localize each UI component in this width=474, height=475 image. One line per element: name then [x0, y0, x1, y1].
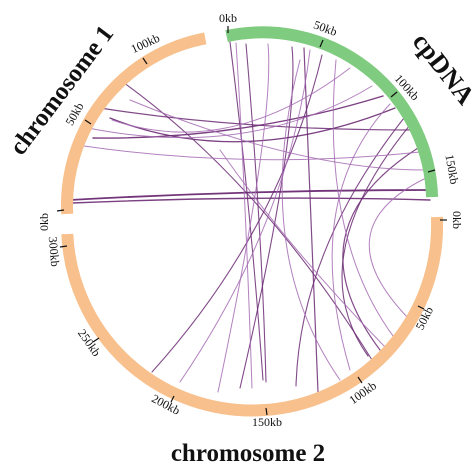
link [235, 42, 253, 389]
chromosome-1-label: chromosome 1 [5, 21, 119, 161]
link [179, 49, 311, 383]
link [83, 145, 421, 161]
tick-mark [417, 305, 425, 310]
link [99, 107, 413, 131]
segment-arcs [61, 26, 444, 417]
tick-label-chr2-0kb: 0kb [450, 211, 464, 229]
links [69, 41, 431, 393]
link [219, 149, 389, 351]
link [119, 79, 373, 361]
link [368, 177, 427, 323]
chromosome-2-label: chromosome 2 [171, 440, 325, 467]
cpdna-arc [225, 26, 439, 198]
link [69, 189, 429, 201]
tick-mark [142, 57, 148, 65]
link [303, 47, 319, 393]
link [239, 46, 294, 389]
tick-mark [265, 407, 268, 416]
tick-mark [357, 376, 363, 384]
tick-labels: 0kb 50kb 100kb 0kb 50kb 100kb 150kb 0kb … [37, 11, 464, 429]
tick-mark [84, 119, 92, 125]
link [129, 99, 425, 171]
link [151, 54, 323, 373]
link [331, 103, 391, 371]
link [332, 59, 397, 341]
tick-mark [390, 91, 398, 98]
link [71, 197, 431, 204]
tick-mark [319, 39, 324, 48]
chromosome-2-arc [61, 216, 444, 417]
tick-label-cpdna-0kb: 0kb [219, 11, 237, 25]
tick-label-cpdna-150kb: 150kb [442, 153, 461, 185]
link [217, 43, 270, 393]
tick-label-chr2-150kb: 150kb [252, 415, 282, 429]
link [342, 147, 419, 351]
link [92, 95, 384, 139]
link [281, 59, 341, 381]
tick-mark [59, 245, 68, 248]
link [295, 117, 405, 387]
link [111, 67, 351, 133]
link [229, 41, 264, 381]
ticks [56, 26, 447, 416]
link [87, 85, 373, 139]
tick-mark [92, 337, 100, 343]
tick-mark [56, 209, 65, 212]
tick-mark [427, 169, 436, 173]
chromosome-1-arc [61, 32, 207, 215]
tick-mark [170, 395, 175, 403]
tick-label-chr1-0kb: 0kb [37, 213, 51, 231]
tick-label-chr2-300kb: 300kb [46, 236, 63, 267]
